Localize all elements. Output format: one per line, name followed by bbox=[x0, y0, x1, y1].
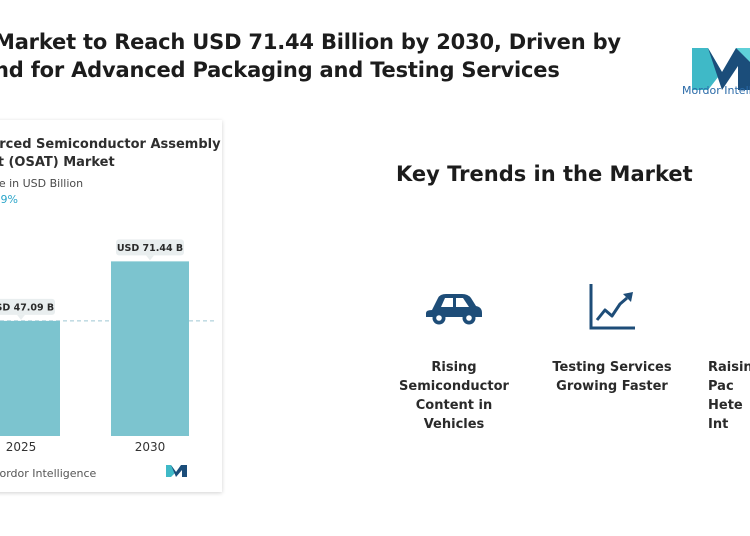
data-label-chip bbox=[0, 298, 55, 315]
market-chart-card: USD 47.09 B 2025 USD 71.44 B 2030 urced Sem… bbox=[0, 120, 222, 492]
chart-title: urced Semiconductor Assembly st (OSAT) M… bbox=[0, 137, 221, 170]
data-label-pointer bbox=[17, 314, 25, 320]
bar-chart: USD 47.09 B 2025 USD 71.44 B 2030 bbox=[0, 239, 216, 454]
x-tick-label: 2025 bbox=[6, 440, 37, 454]
trend-item-packaging: Raisin Pac Hete Int bbox=[700, 282, 750, 434]
bar-2030 bbox=[111, 261, 189, 436]
car-icon bbox=[426, 294, 482, 325]
trend-label: Rising Semiconductor Content in Vehicles bbox=[399, 360, 509, 432]
page-headline: Market to Reach USD 71.44 Billion by 203… bbox=[0, 30, 621, 82]
growth-chart-icon bbox=[589, 284, 635, 330]
trend-label: Raisin Pac Hete Int bbox=[708, 360, 750, 432]
footer-logo-icon bbox=[166, 465, 187, 477]
packaging-icon bbox=[746, 282, 750, 334]
bar-2025 bbox=[0, 320, 60, 436]
brand-logo bbox=[692, 48, 750, 90]
data-label-chip bbox=[116, 239, 184, 256]
chart-cagr: .69% bbox=[0, 193, 18, 206]
chart-subtitle: ize in USD Billion bbox=[0, 177, 84, 190]
trend-item-testing: Testing Services Growing Faster bbox=[552, 282, 672, 396]
data-label: USD 71.44 B bbox=[117, 243, 183, 254]
trend-item-vehicles: Rising Semiconductor Content in Vehicles bbox=[394, 282, 514, 434]
trend-label: Testing Services Growing Faster bbox=[552, 360, 672, 394]
data-label: USD 47.09 B bbox=[0, 302, 54, 313]
data-label-pointer bbox=[146, 255, 154, 261]
trends-title: Key Trends in the Market bbox=[396, 162, 693, 186]
x-tick-label: 2030 bbox=[135, 440, 166, 454]
chart-footer-source: Mordor Intelligence bbox=[0, 467, 97, 480]
brand-name: Mordor Intelli bbox=[682, 84, 750, 97]
